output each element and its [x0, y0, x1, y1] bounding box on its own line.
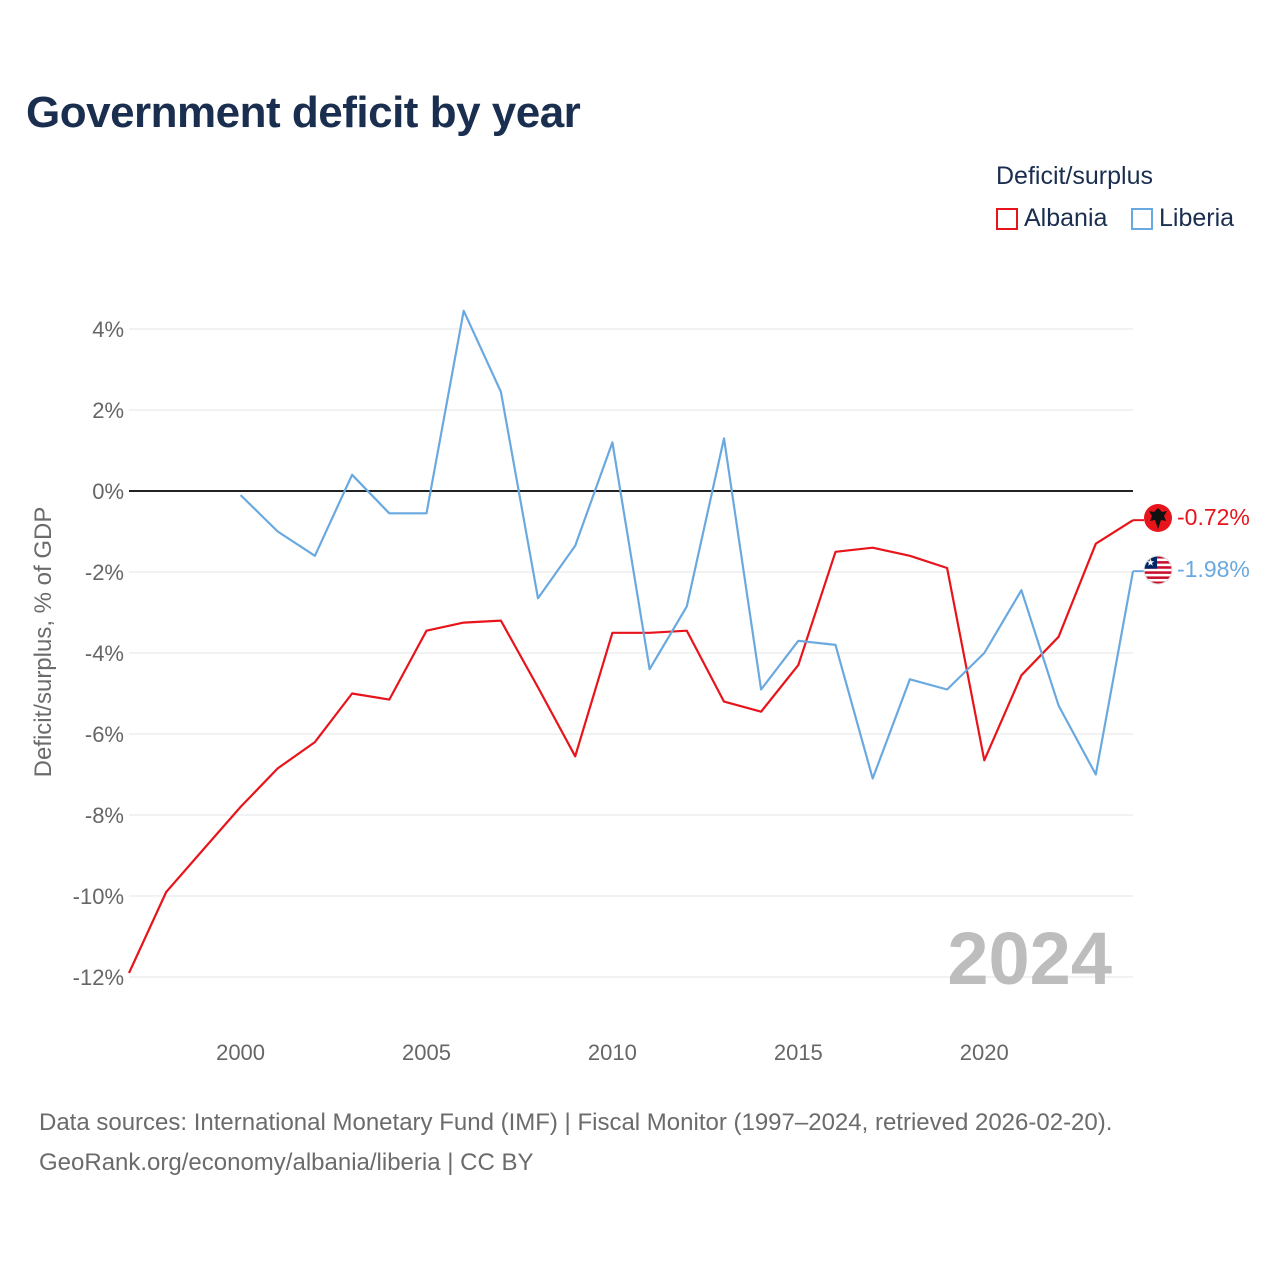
x-tick-label: 2015	[774, 1040, 823, 1065]
legend-item-albania[interactable]: Albania	[996, 204, 1107, 233]
x-tick-label: 2005	[402, 1040, 451, 1065]
y-axis-label: Deficit/surplus, % of GDP	[30, 507, 57, 778]
y-tick-label: -4%	[85, 641, 124, 666]
y-tick-label: 4%	[92, 317, 124, 342]
end-label-liberia: -1.98%	[1177, 556, 1250, 582]
albania-flag-icon	[1144, 504, 1172, 532]
legend-swatch-albania	[996, 207, 1018, 230]
series-line-albania[interactable]	[128, 519, 1134, 974]
legend-swatch-liberia	[1131, 207, 1153, 230]
x-tick-label: 2000	[216, 1040, 265, 1065]
footer-sources: Data sources: International Monetary Fun…	[39, 1109, 1113, 1136]
legend-title: Deficit/surplus	[996, 162, 1153, 190]
y-tick-label: -10%	[73, 884, 124, 909]
y-tick-label: -8%	[85, 803, 124, 828]
x-tick-label: 2010	[588, 1040, 637, 1065]
legend-label-liberia: Liberia	[1159, 204, 1235, 232]
y-tick-label: 0%	[92, 479, 124, 504]
legend-item-liberia[interactable]: Liberia	[1131, 204, 1234, 233]
footer-credit[interactable]: GeoRank.org/economy/albania/liberia | CC…	[39, 1149, 534, 1176]
line-chart: 4% 2% 0% -2% -4% -6% -8% -10% -12% 2000 2005 2010 2…	[30, 309, 1250, 1065]
y-tick-label: 2%	[92, 398, 124, 423]
chart-title: Government deficit by year	[26, 88, 581, 137]
y-tick-label: -12%	[73, 965, 124, 990]
y-tick-label: -2%	[85, 560, 124, 585]
liberia-flag-icon	[1144, 556, 1172, 584]
legend-label-albania: Albania	[1024, 204, 1108, 232]
end-label-albania: -0.72%	[1177, 504, 1250, 530]
series-line-liberia[interactable]	[239, 309, 1135, 780]
y-tick-label: -6%	[85, 722, 124, 747]
x-tick-label: 2020	[960, 1040, 1009, 1065]
year-watermark: 2024	[947, 917, 1112, 1000]
